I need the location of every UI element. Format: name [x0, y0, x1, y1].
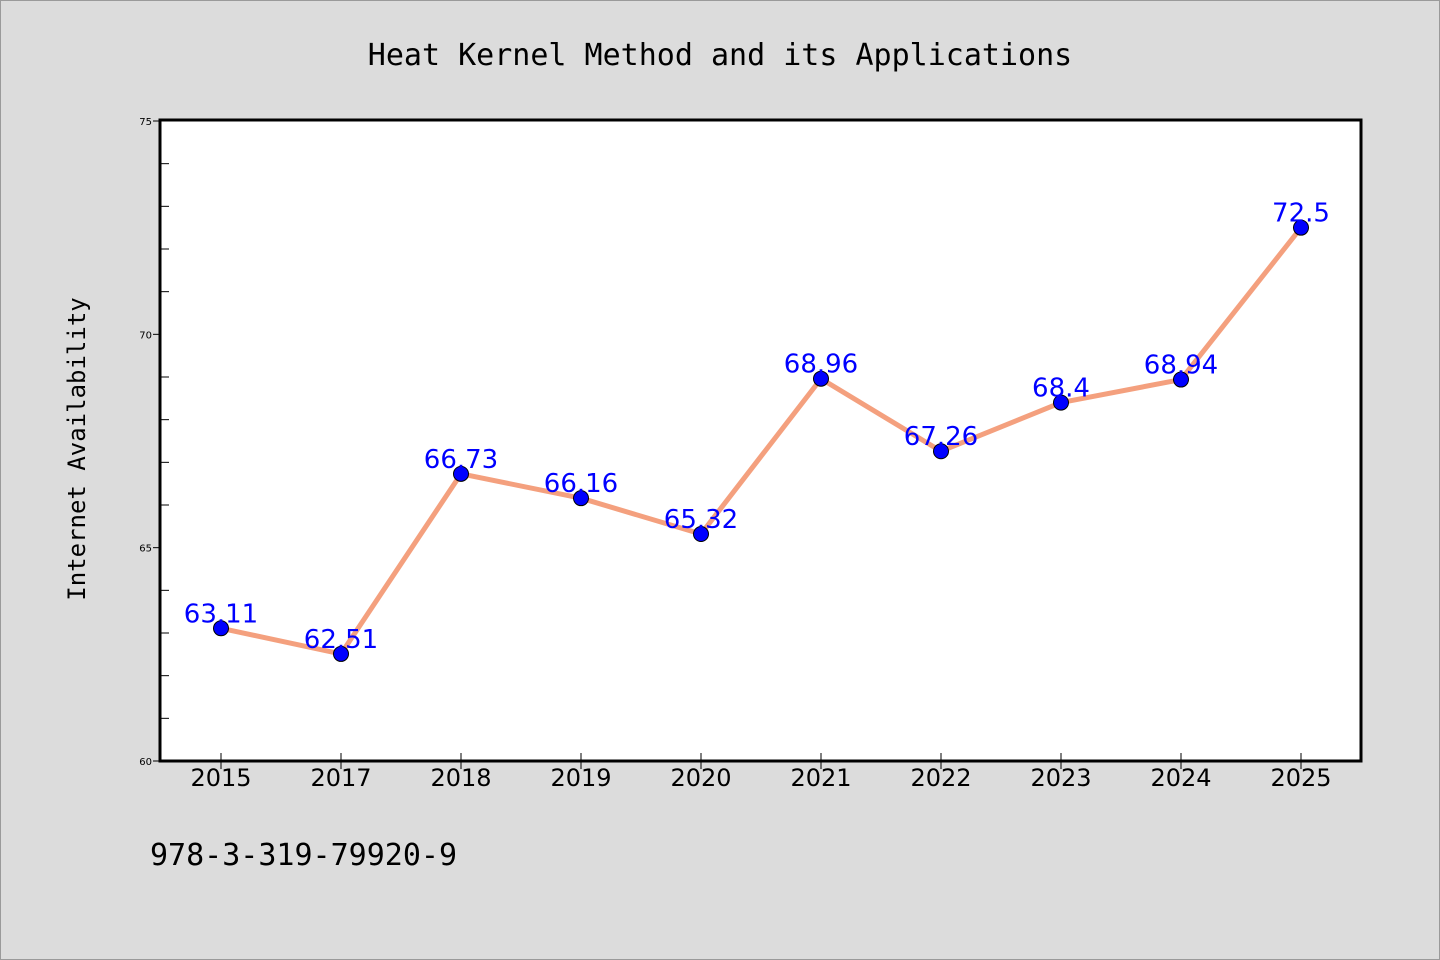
- data-label: 66.73: [424, 445, 498, 475]
- x-tick-label: 2017: [310, 764, 371, 792]
- x-tick-label: 2018: [430, 764, 491, 792]
- x-tick-label: 2015: [190, 764, 251, 792]
- data-point: [1293, 219, 1309, 236]
- y-axis: 60 65 70 75: [139, 117, 169, 768]
- data-point: [453, 465, 469, 482]
- y-axis-label: Internet Availability: [63, 297, 91, 600]
- x-tick-label: 2023: [1030, 764, 1091, 792]
- data-label-group: 63.11 62.51 66.73 66.16 65.32 68.96 67.26 68.4 6…: [184, 199, 1330, 655]
- chart-title: Heat Kernel Method and its Applications: [368, 38, 1072, 73]
- data-point: [813, 370, 829, 387]
- data-label: 63.11: [184, 599, 258, 629]
- data-label: 72.5: [1272, 199, 1330, 229]
- data-label: 62.51: [304, 625, 378, 655]
- data-label: 66.16: [544, 469, 618, 499]
- y-tick-label: 75: [139, 117, 152, 128]
- data-label: 68.96: [784, 350, 858, 380]
- series-line-group: [213, 219, 1309, 662]
- x-tick-label: 2021: [790, 764, 851, 792]
- data-point: [573, 490, 589, 507]
- y-tick-label: 70: [139, 330, 152, 341]
- y-tick-label: 65: [139, 544, 152, 555]
- data-point: [1053, 394, 1069, 411]
- data-point: [333, 645, 349, 662]
- data-label: 68.94: [1144, 351, 1218, 381]
- data-point: [933, 443, 949, 460]
- x-tick-label: 2024: [1150, 764, 1211, 792]
- x-axis: 2015 2017 2018 2019 2020 2021 2022 2023 2024 2025: [190, 753, 1332, 792]
- x-tick-label: 2022: [910, 764, 971, 792]
- data-label: 68.4: [1032, 374, 1090, 404]
- series-line: [220, 226, 1303, 657]
- data-label: 65.32: [664, 505, 738, 535]
- data-label: 67.26: [904, 422, 978, 452]
- isbn-footnote: 978-3-319-79920-9: [150, 838, 457, 873]
- plot-area: [158, 118, 1363, 763]
- x-tick-label: 2019: [550, 764, 611, 792]
- data-point: [213, 620, 229, 637]
- x-tick-label: 2025: [1270, 764, 1331, 792]
- x-tick-label: 2020: [670, 764, 731, 792]
- data-point: [1173, 371, 1189, 388]
- data-point: [693, 526, 709, 543]
- y-tick-label: 60: [139, 757, 152, 768]
